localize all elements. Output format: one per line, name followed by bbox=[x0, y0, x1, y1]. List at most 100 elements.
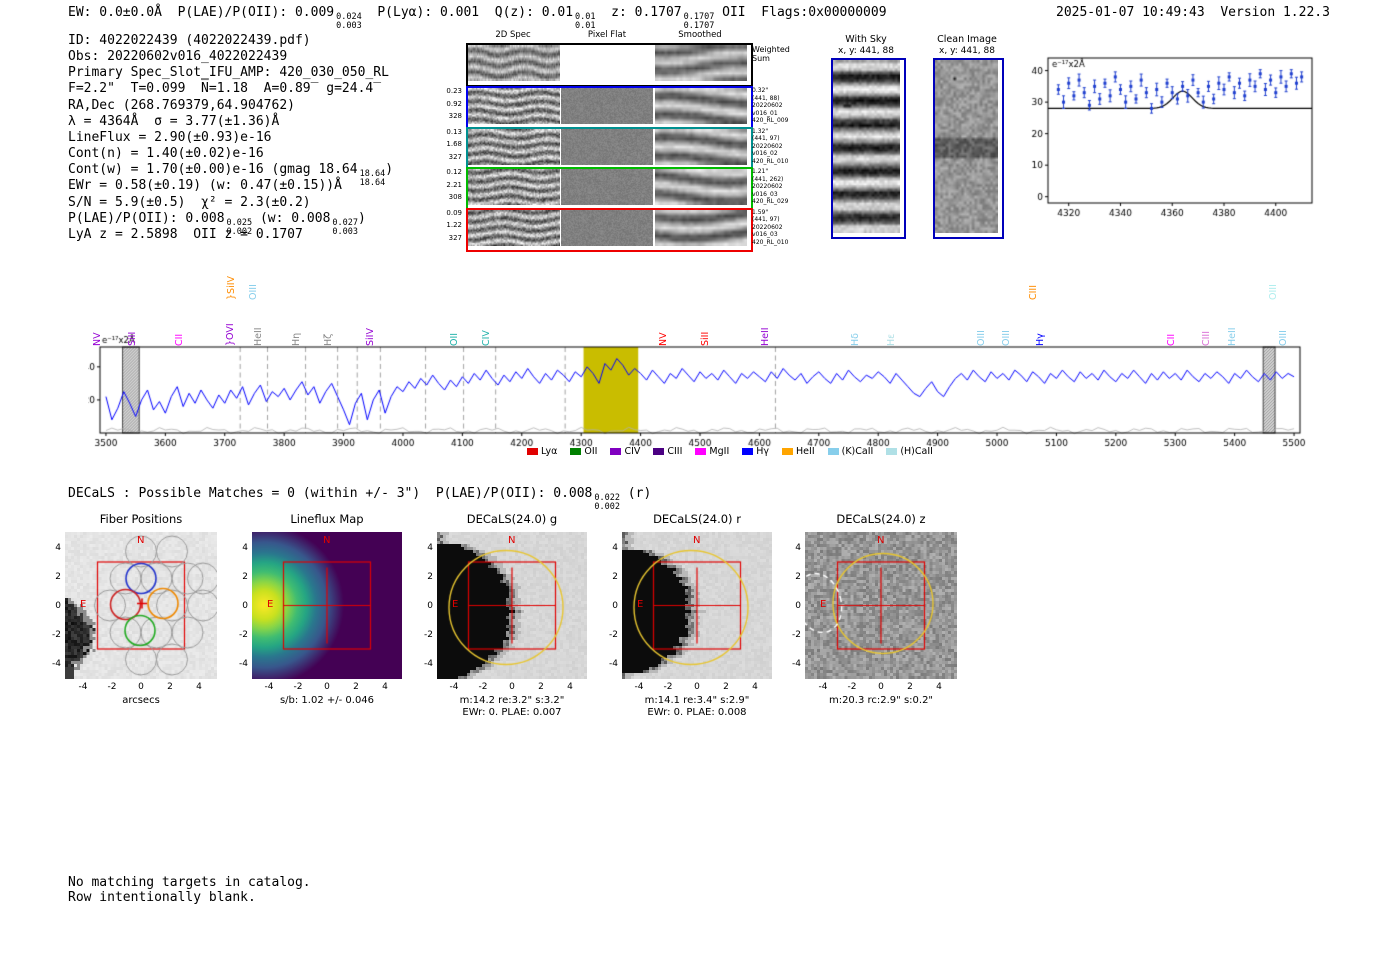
compass-east-label: E bbox=[80, 598, 87, 610]
summary-line: ID: 4022022439 (4022022439.pdf) bbox=[68, 33, 311, 49]
text-segment: F=2.2" T=0.099 N̅=1.18 A=0.89̅ g=24.4̅ bbox=[68, 81, 374, 96]
emission-line-label: CIII bbox=[1200, 330, 1212, 346]
legend-label: CIII bbox=[667, 446, 683, 457]
text-segment: LyA z = 2.5898 OII z = 0.1707 bbox=[68, 227, 303, 242]
cutout-x-tick-label: -4 bbox=[78, 682, 88, 692]
uncertainty-lower: 0.1707 bbox=[683, 20, 715, 31]
fiber-row-stat: 0.12 bbox=[446, 168, 462, 176]
cutout-y-tick-label: 4 bbox=[427, 542, 433, 553]
cutout-x-tick-label: 0 bbox=[878, 682, 884, 692]
uncertainty-upper: 0.022 bbox=[594, 493, 620, 503]
cutout-x-tick-label: 0 bbox=[509, 682, 515, 692]
text-segment: ) bbox=[358, 211, 366, 226]
text-segment: Obs: 20220602v016_4022022439 bbox=[68, 49, 288, 64]
fiber-row-annotation: v016_03 bbox=[752, 231, 778, 239]
emission-line-label: }SiIV bbox=[226, 275, 238, 300]
uncertainty-lower: 0.002 bbox=[226, 226, 253, 237]
fiber-row-stat: 327 bbox=[448, 152, 462, 161]
text-segment: P(Lyα): 0.001 Q(z): 0.01 bbox=[361, 5, 574, 20]
uncertainty-stack: 0.022 0.002 bbox=[594, 493, 620, 512]
emission-line-label: NV bbox=[92, 332, 104, 346]
cutout-x-tick-label: 4 bbox=[752, 682, 758, 692]
uncertainty-stack: 0.1707 0.1707 bbox=[683, 13, 715, 31]
compass-north-label: N bbox=[323, 535, 331, 546]
summary-line: LineFlux = 2.90(±0.93)e-16 bbox=[68, 130, 272, 146]
emission-line-label: SiII bbox=[126, 331, 138, 346]
fiber-2dspec-image bbox=[468, 169, 560, 205]
fiber-row-annotation: v016_02 bbox=[752, 150, 778, 158]
cutout-x-tick-label: -4 bbox=[264, 682, 274, 692]
cutout-y-tick-label: 4 bbox=[242, 542, 248, 553]
cutout-y-tick-label: -4 bbox=[52, 658, 61, 669]
sky-panel-subtitle: x, y: 441, 88 bbox=[939, 46, 995, 56]
cutout-x-tick-label: -2 bbox=[293, 682, 303, 692]
compass-east-label: E bbox=[452, 598, 459, 610]
cutout-caption: EWr: 0. PLAE: 0.008 bbox=[647, 707, 747, 718]
cutout-caption: m:14.1 re:3.4" s:2.9" bbox=[644, 695, 750, 706]
fiber-row-annotation: 420_RL_010 bbox=[752, 238, 789, 246]
spec2d-col-header: Pixel Flat bbox=[587, 30, 627, 40]
text-segment: ID: 4022022439 (4022022439.pdf) bbox=[68, 33, 311, 48]
cutout-x-tick-label: -2 bbox=[107, 682, 117, 692]
emission-line-label: CII bbox=[174, 333, 186, 346]
cutout-caption: m:14.2 re:3.2" s:3.2" bbox=[459, 695, 565, 706]
fiber-row-annotation: 1.59" bbox=[752, 208, 769, 216]
text-segment: (r) bbox=[619, 486, 652, 501]
fiber-row-annotation: 1.21" bbox=[752, 168, 769, 175]
legend-label: MgII bbox=[709, 446, 730, 457]
cutout-y-tick-label: -4 bbox=[239, 658, 248, 669]
sky-panel-subtitle: x, y: 441, 88 bbox=[838, 46, 894, 56]
text-segment: S/N = 5.9(±0.5) χ² = 2.3(±0.2) bbox=[68, 195, 311, 210]
fiber-2dspec-image bbox=[468, 209, 560, 246]
emission-line-label: SiIV bbox=[365, 328, 377, 346]
compass-east-label: E bbox=[267, 598, 274, 610]
legend-label: (H)CaII bbox=[900, 446, 933, 457]
sky-panel-title: Clean Image bbox=[937, 34, 997, 45]
cutout-y-tick-label: 0 bbox=[242, 600, 248, 611]
spec2d-col-header: 2D Spec bbox=[495, 30, 531, 40]
uncertainty-lower: 0.002 bbox=[594, 501, 620, 512]
cutout-y-tick-label: 0 bbox=[55, 600, 61, 611]
sky-panel-image bbox=[935, 60, 998, 233]
cutout-y-tick-label: -2 bbox=[424, 629, 433, 640]
fiber-row-stat: 1.22 bbox=[446, 221, 462, 229]
fiber-smoothed-image bbox=[655, 128, 747, 165]
fiber-row-annotation: 420_RL_010 bbox=[752, 157, 789, 165]
summary-line: Cont(n) = 1.40(±0.02)e-16 bbox=[68, 146, 264, 162]
fiber-2dspec-image bbox=[468, 128, 560, 165]
header-timestamp: 2025-01-07 10:49:43 Version 1.22.3 bbox=[1056, 5, 1330, 20]
emission-line-label: CIV bbox=[480, 330, 492, 346]
cutout-x-tick-label: 2 bbox=[723, 682, 729, 692]
fiber-row-annotation: 20220602 bbox=[752, 183, 783, 191]
text-segment: z: 0.1707 bbox=[595, 5, 682, 20]
emission-line-label: CII bbox=[1166, 333, 1178, 346]
summary-line: P(LAE)/P(OII): 0.008 0.025 0.002 (w: 0.008… bbox=[68, 211, 366, 236]
emission-line-label: OIII bbox=[1268, 284, 1280, 300]
weighted-sum-label: Weighted bbox=[752, 45, 790, 54]
emission-line-label: OII bbox=[448, 332, 460, 346]
emission-line-label: OIII bbox=[1001, 330, 1013, 346]
legend-swatch bbox=[886, 448, 898, 455]
legend-item: Hγ bbox=[742, 446, 769, 457]
cutout-y-tick-label: 2 bbox=[242, 571, 248, 582]
uncertainty-lower: 18.64 bbox=[359, 177, 386, 188]
compass-north-label: N bbox=[877, 535, 885, 546]
emission-line-label: Hγ bbox=[1035, 333, 1047, 346]
fiber-row-stat: 0.23 bbox=[446, 87, 462, 95]
fiber-row-annotation: 20220602 bbox=[752, 142, 783, 150]
cutout-title: Fiber Positions bbox=[99, 512, 183, 526]
legend-item: Lyα bbox=[527, 446, 557, 457]
cutout-y-tick-label: -2 bbox=[239, 629, 248, 640]
fiber-row-annotation: v016_01 bbox=[752, 109, 778, 117]
cutout-x-tick-label: 0 bbox=[694, 682, 700, 692]
emission-line-label: OIII bbox=[976, 330, 988, 346]
cutout-x-tick-label: 4 bbox=[382, 682, 388, 692]
fiber-pixelflat-image bbox=[561, 128, 653, 165]
fiber-row-annotation: (441, 88) bbox=[752, 94, 780, 102]
uncertainty-lower: 0.003 bbox=[332, 226, 359, 237]
legend-swatch bbox=[610, 448, 622, 455]
cutout-y-tick-label: -4 bbox=[792, 658, 801, 669]
emission-line-label: SiII bbox=[699, 331, 711, 346]
text-segment: RA,Dec (268.769379,64.904762) bbox=[68, 98, 295, 113]
cutout-y-tick-label: -2 bbox=[609, 629, 618, 640]
